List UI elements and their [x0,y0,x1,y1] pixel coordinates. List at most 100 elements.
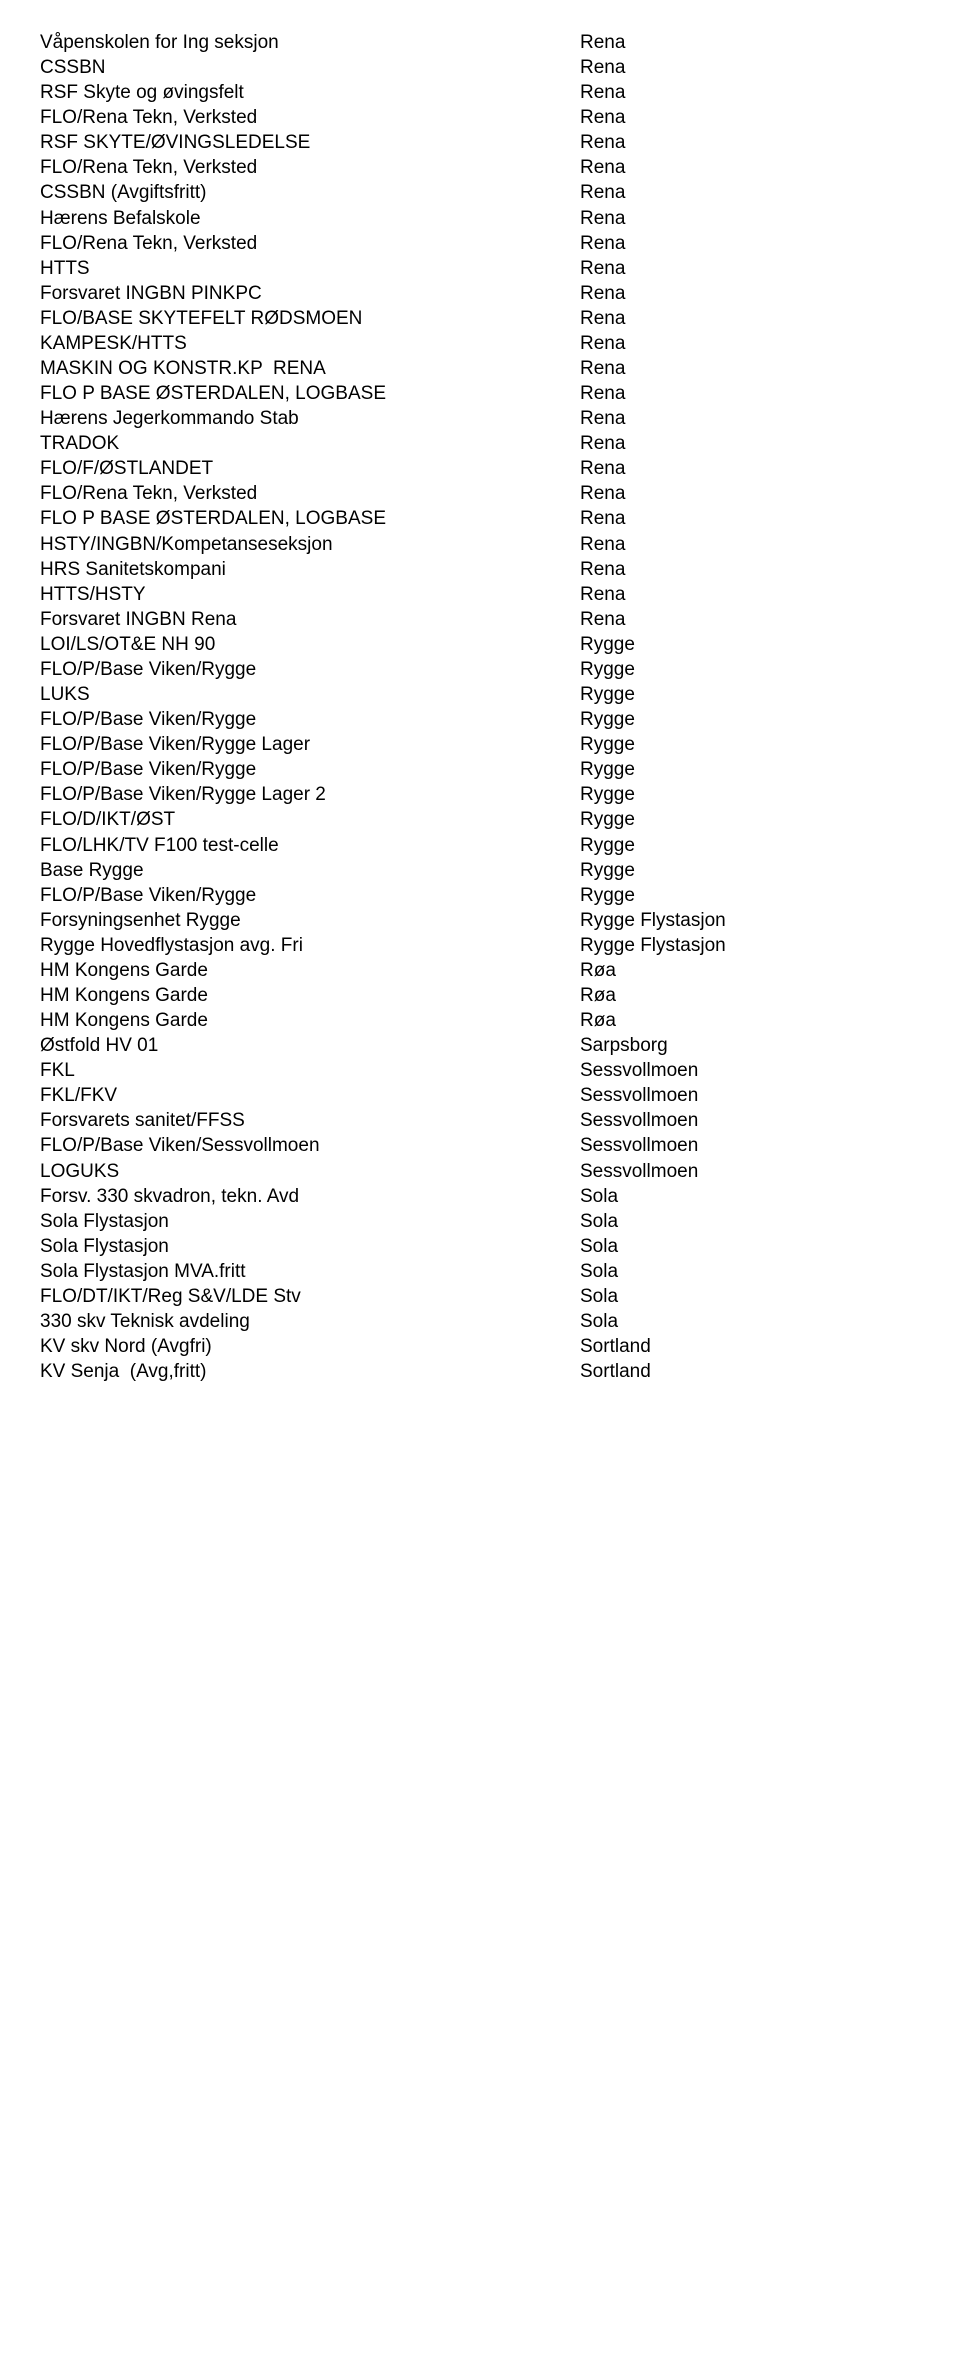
unit-name: FLO/Rena Tekn, Verksted [40,231,580,256]
table-row: Forsv. 330 skvadron, tekn. AvdSola [40,1184,920,1209]
location: Rena [580,381,625,406]
unit-name: FLO/P/Base Viken/Rygge [40,757,580,782]
table-row: KV Senja (Avg,fritt)Sortland [40,1359,920,1384]
location: Rygge [580,883,635,908]
location: Rena [580,406,625,431]
location: Rena [580,231,625,256]
unit-name: KV Senja (Avg,fritt) [40,1359,580,1384]
table-row: FLO P BASE ØSTERDALEN, LOGBASERena [40,506,920,531]
location: Sessvollmoen [580,1083,698,1108]
location: Rena [580,582,625,607]
location: Rena [580,456,625,481]
table-row: FLO/Rena Tekn, VerkstedRena [40,231,920,256]
unit-name: FLO/P/Base Viken/Sessvollmoen [40,1133,580,1158]
table-row: FLO/F/ØSTLANDETRena [40,456,920,481]
unit-name: Våpenskolen for Ing seksjon [40,30,580,55]
location: Sessvollmoen [580,1159,698,1184]
unit-name: CSSBN [40,55,580,80]
table-row: FLO/D/IKT/ØSTRygge [40,807,920,832]
unit-name: FLO/Rena Tekn, Verksted [40,105,580,130]
table-row: FLO/BASE SKYTEFELT RØDSMOENRena [40,306,920,331]
location: Rena [580,256,625,281]
location: Sessvollmoen [580,1058,698,1083]
location: Rena [580,130,625,155]
table-row: KAMPESK/HTTSRena [40,331,920,356]
location: Rena [580,55,625,80]
data-table: Våpenskolen for Ing seksjonRenaCSSBNRena… [40,30,920,1384]
table-row: Våpenskolen for Ing seksjonRena [40,30,920,55]
table-row: Forsvaret INGBN PINKPCRena [40,281,920,306]
unit-name: FLO/LHK/TV F100 test-celle [40,833,580,858]
location: Sarpsborg [580,1033,668,1058]
location: Rygge [580,757,635,782]
table-row: HRS SanitetskompaniRena [40,557,920,582]
table-row: FLO/P/Base Viken/RyggeRygge [40,657,920,682]
location: Rygge [580,707,635,732]
unit-name: KV skv Nord (Avgfri) [40,1334,580,1359]
table-row: LUKSRygge [40,682,920,707]
location: Rena [580,80,625,105]
unit-name: FLO/Rena Tekn, Verksted [40,481,580,506]
location: Sola [580,1209,618,1234]
unit-name: MASKIN OG KONSTR.KP RENA [40,356,580,381]
table-row: MASKIN OG KONSTR.KP RENARena [40,356,920,381]
location: Rena [580,481,625,506]
table-row: RSF SKYTE/ØVINGSLEDELSERena [40,130,920,155]
table-row: FLO/P/Base Viken/Rygge Lager 2Rygge [40,782,920,807]
location: Rena [580,506,625,531]
table-row: FLO/DT/IKT/Reg S&V/LDE StvSola [40,1284,920,1309]
location: Sortland [580,1334,651,1359]
table-row: FLO/P/Base Viken/RyggeRygge [40,707,920,732]
location: Rygge [580,807,635,832]
unit-name: Base Rygge [40,858,580,883]
location: Røa [580,983,616,1008]
unit-name: FLO/Rena Tekn, Verksted [40,155,580,180]
unit-name: TRADOK [40,431,580,456]
table-row: FLO/P/Base Viken/SessvollmoenSessvollmoe… [40,1133,920,1158]
table-row: Forsyningsenhet RyggeRygge Flystasjon [40,908,920,933]
table-row: FLO/Rena Tekn, VerkstedRena [40,105,920,130]
unit-name: HRS Sanitetskompani [40,557,580,582]
table-row: CSSBN (Avgiftsfritt)Rena [40,180,920,205]
table-row: LOGUKSSessvollmoen [40,1159,920,1184]
location: Rena [580,532,625,557]
location: Rena [580,30,625,55]
table-row: Østfold HV 01Sarpsborg [40,1033,920,1058]
unit-name: FLO/P/Base Viken/Rygge Lager 2 [40,782,580,807]
table-row: Forsvaret INGBN RenaRena [40,607,920,632]
table-row: HM Kongens GardeRøa [40,983,920,1008]
table-row: FLO/Rena Tekn, VerkstedRena [40,155,920,180]
unit-name: HTTS [40,256,580,281]
table-row: HTTSRena [40,256,920,281]
unit-name: FLO/P/Base Viken/Rygge [40,883,580,908]
unit-name: Sola Flystasjon MVA.fritt [40,1259,580,1284]
table-row: Sola Flystasjon MVA.frittSola [40,1259,920,1284]
table-row: TRADOKRena [40,431,920,456]
location: Rygge [580,732,635,757]
location: Rygge [580,858,635,883]
table-row: FLO P BASE ØSTERDALEN, LOGBASERena [40,381,920,406]
unit-name: Forsv. 330 skvadron, tekn. Avd [40,1184,580,1209]
location: Rena [580,105,625,130]
location: Rena [580,356,625,381]
location: Sessvollmoen [580,1133,698,1158]
location: Rygge [580,632,635,657]
unit-name: FKL/FKV [40,1083,580,1108]
table-row: HM Kongens GardeRøa [40,958,920,983]
table-row: Hærens Jegerkommando StabRena [40,406,920,431]
table-row: CSSBNRena [40,55,920,80]
location: Rygge [580,657,635,682]
unit-name: FLO/P/Base Viken/Rygge [40,707,580,732]
location: Rena [580,331,625,356]
location: Sola [580,1259,618,1284]
unit-name: FLO P BASE ØSTERDALEN, LOGBASE [40,506,580,531]
unit-name: FLO/DT/IKT/Reg S&V/LDE Stv [40,1284,580,1309]
unit-name: Rygge Hovedflystasjon avg. Fri [40,933,580,958]
unit-name: FLO/P/Base Viken/Rygge Lager [40,732,580,757]
location: Sessvollmoen [580,1108,698,1133]
table-row: Base RyggeRygge [40,858,920,883]
unit-name: LOI/LS/OT&E NH 90 [40,632,580,657]
table-row: KV skv Nord (Avgfri)Sortland [40,1334,920,1359]
location: Sola [580,1284,618,1309]
unit-name: 330 skv Teknisk avdeling [40,1309,580,1334]
